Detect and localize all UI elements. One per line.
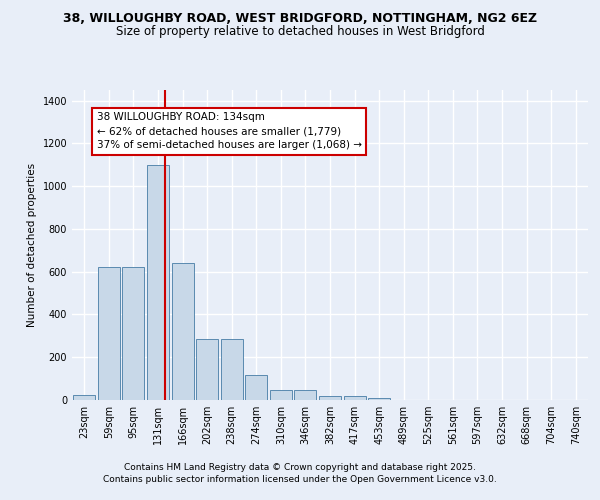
Y-axis label: Number of detached properties: Number of detached properties [27,163,37,327]
Bar [270,390,292,400]
Bar [196,339,218,400]
Text: 38, WILLOUGHBY ROAD, WEST BRIDGFORD, NOTTINGHAM, NG2 6EZ: 38, WILLOUGHBY ROAD, WEST BRIDGFORD, NOT… [63,12,537,26]
Bar [98,268,120,400]
Bar [295,390,316,400]
Text: Size of property relative to detached houses in West Bridgford: Size of property relative to detached ho… [116,25,484,38]
Bar [73,394,95,400]
Bar [319,396,341,400]
Text: Contains public sector information licensed under the Open Government Licence v3: Contains public sector information licen… [103,475,497,484]
Text: 38 WILLOUGHBY ROAD: 134sqm
← 62% of detached houses are smaller (1,779)
37% of s: 38 WILLOUGHBY ROAD: 134sqm ← 62% of deta… [97,112,362,150]
Bar [368,398,390,400]
Text: Contains HM Land Registry data © Crown copyright and database right 2025.: Contains HM Land Registry data © Crown c… [124,462,476,471]
Bar [122,268,145,400]
Bar [172,263,194,400]
Bar [344,396,365,400]
Bar [221,339,243,400]
Bar [245,376,268,400]
Bar [147,165,169,400]
